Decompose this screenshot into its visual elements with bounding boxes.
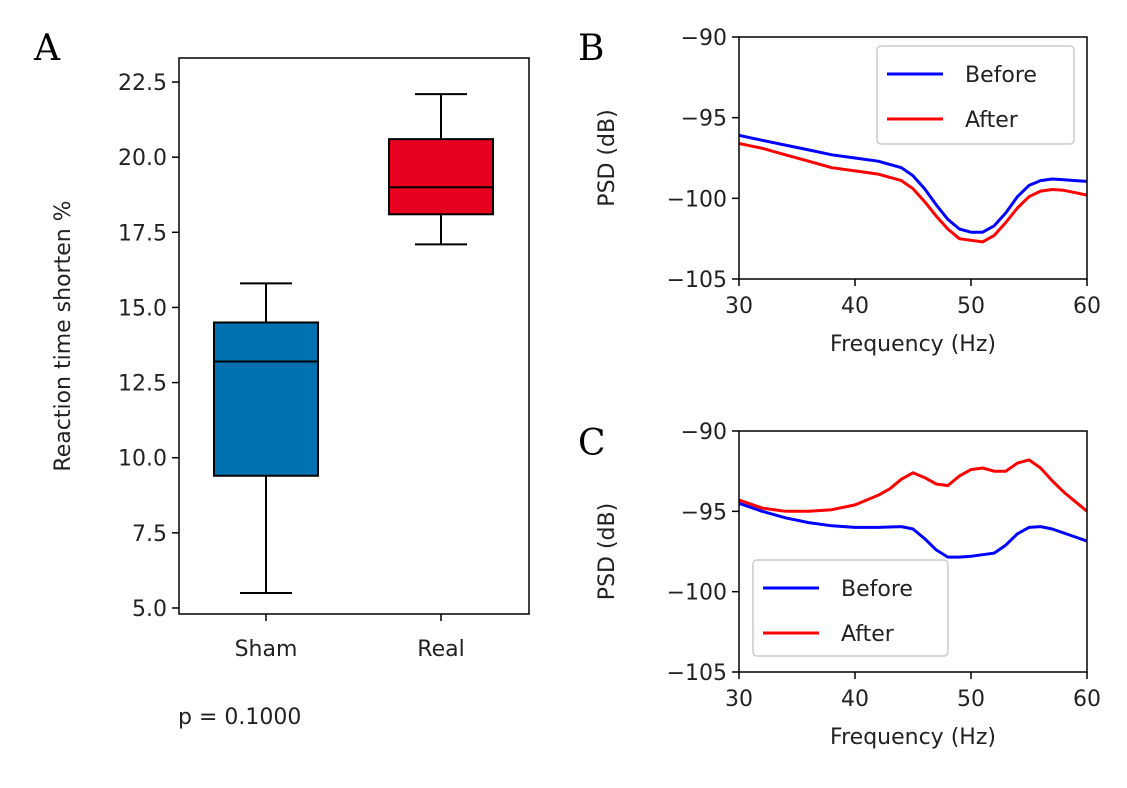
series-lines — [739, 133, 1087, 244]
plot-frame — [738, 36, 1088, 280]
series-line-before — [739, 133, 1087, 234]
box-real — [388, 93, 494, 246]
x-tick-label: 50 — [957, 687, 985, 712]
y-tick-label: −95 — [681, 500, 727, 525]
x-tick-label: 60 — [1073, 687, 1101, 712]
y-axis-label: PSD (dB) — [595, 109, 620, 206]
panel-a-letter: A — [33, 28, 61, 69]
y-tick-label: −100 — [667, 581, 727, 606]
x-ticks: 30 40 50 60 — [725, 672, 1101, 712]
panel-a-x-ticks: Sham Real — [235, 614, 465, 662]
series-lines — [739, 458, 1087, 559]
series-line-before — [739, 501, 1087, 559]
panel-c-letter: C — [578, 423, 606, 464]
x-axis-label: Frequency (Hz) — [830, 725, 996, 750]
y-tick-label: 10.0 — [118, 447, 167, 472]
x-axis-label: Frequency (Hz) — [830, 332, 996, 357]
y-tick-label: 12.5 — [118, 372, 167, 397]
y-tick-label: 15.0 — [118, 296, 167, 321]
panel-a-y-axis-label: Reaction time shorten % — [51, 200, 76, 471]
y-tick-label: −105 — [667, 661, 727, 686]
iqr-box — [213, 321, 319, 477]
x-tick-label: Real — [417, 637, 464, 662]
legend-label-before: Before — [965, 63, 1037, 88]
legend-label-after: After — [965, 108, 1019, 133]
y-tick-label: −95 — [681, 107, 727, 132]
p-value-annotation: p = 0.1000 — [178, 705, 301, 730]
legend-label-before: Before — [841, 577, 913, 602]
panel-b-letter: B — [578, 28, 604, 69]
x-ticks: 30 40 50 60 — [725, 279, 1101, 319]
x-tick-label: 50 — [957, 294, 985, 319]
y-ticks: −90 −95 −100 −105 — [667, 420, 739, 686]
y-tick-label: 17.5 — [118, 221, 167, 246]
x-tick-label: 60 — [1073, 294, 1101, 319]
y-tick-label: −105 — [667, 268, 727, 293]
y-tick-label: −100 — [667, 187, 727, 212]
y-tick-label: 20.0 — [118, 146, 167, 171]
panel-a-frame — [178, 57, 530, 615]
x-tick-label: 30 — [725, 294, 753, 319]
iqr-box — [388, 138, 494, 216]
legend: Before After — [876, 45, 1075, 145]
panel-a-y-ticks: 5.0 7.5 10.0 12.5 15.0 17.5 20.0 22.5 — [118, 71, 179, 622]
y-tick-label: 5.0 — [132, 597, 167, 622]
legend-label-after: After — [841, 622, 895, 647]
x-tick-label: 40 — [841, 687, 869, 712]
panel-a: A 5.0 7.5 10.0 12.5 15.0 17.5 20.0 22.5 Sham Rea… — [33, 28, 530, 730]
x-tick-label: 40 — [841, 294, 869, 319]
y-ticks: −90 −95 −100 −105 — [667, 26, 739, 293]
plot-frame — [738, 430, 1088, 673]
y-tick-label: 22.5 — [118, 71, 167, 96]
x-tick-label: 30 — [725, 687, 753, 712]
series-line-after — [739, 142, 1087, 244]
panel-a-marks — [213, 93, 494, 594]
x-tick-label: Sham — [235, 637, 298, 662]
y-tick-label: −90 — [681, 420, 727, 445]
y-tick-label: 7.5 — [132, 522, 167, 547]
series-line-after — [739, 458, 1087, 513]
y-tick-label: −90 — [681, 26, 727, 51]
legend: Before After — [752, 559, 949, 657]
box-sham — [213, 282, 319, 594]
y-axis-label: PSD (dB) — [595, 503, 620, 600]
